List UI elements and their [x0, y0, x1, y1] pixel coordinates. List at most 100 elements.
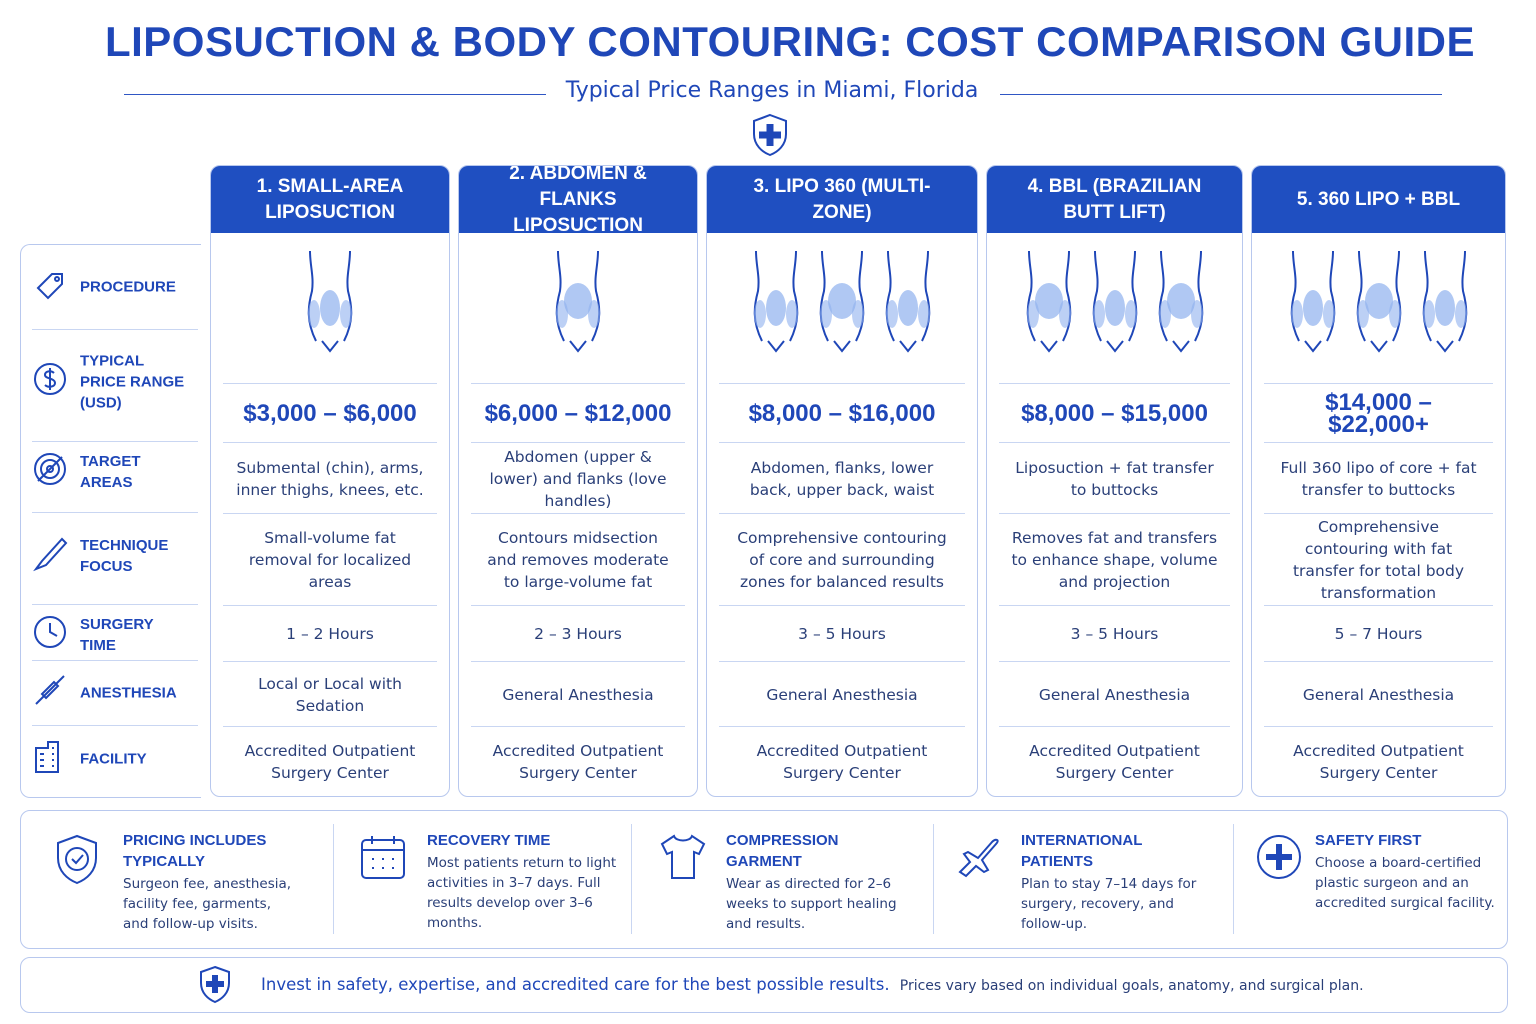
- procedure-column: 2. ABDOMEN & FLANKS LIPOSUCTION $6,000 – …: [458, 165, 698, 797]
- figure: [1026, 250, 1203, 353]
- card-icon: [52, 832, 104, 892]
- card-title: PRICING INCLUDES TYPICALLY: [123, 832, 267, 870]
- card-title: RECOVERY TIME: [427, 832, 551, 849]
- procedure-column: 5. 360 LIPO + BBL $14,000 – $22,000+ Full …: [1251, 165, 1506, 797]
- row-separator: [32, 604, 198, 605]
- footer-note: Prices vary based on individual goals, a…: [899, 978, 1364, 994]
- procedure-column: 3. LIPO 360 (MULTI-ZONE) $8,000 – $16,000…: [706, 165, 978, 797]
- row-label: SURGERY TIME: [80, 616, 154, 654]
- row-label: ANESTHESIA: [80, 684, 177, 702]
- anesthesia-cell: Local or Local with Sedation: [223, 661, 437, 727]
- info-card: INTERNATIONAL PATIENTS Plan to stay 7–14 …: [1021, 830, 1211, 934]
- row-separator: [32, 441, 198, 442]
- row-separator: [32, 660, 198, 661]
- row-label: TYPICAL PRICE RANGE (USD): [80, 352, 185, 412]
- facility-cell: Accredited Outpatient Surgery Center: [223, 726, 437, 796]
- facility-cell: Accredited Outpatient Surgery Center: [1264, 726, 1493, 796]
- technique-cell: Small-volume fat removal for localized a…: [223, 513, 437, 606]
- body-illustration: [1280, 246, 1478, 365]
- row-separator: [32, 725, 198, 726]
- anesthesia-cell: General Anesthesia: [999, 661, 1230, 727]
- card-separator: [631, 824, 632, 934]
- procedure-column: 1. SMALL-AREA LIPOSUCTION $3,000 – $6,000…: [210, 165, 450, 797]
- row-icon: [32, 672, 70, 714]
- row-icon: [32, 266, 70, 308]
- card-text: Wear as directed for 2–6 weeks to suppor…: [726, 876, 897, 932]
- figure: [1290, 250, 1467, 353]
- body-illustration: [1016, 246, 1214, 365]
- time-cell: 1 – 2 Hours: [223, 605, 437, 662]
- card-text: Choose a board-certified plastic surgeon…: [1315, 855, 1495, 911]
- price-cell: $8,000 – $15,000: [999, 383, 1230, 443]
- body-illustration: [297, 246, 363, 365]
- info-card: PRICING INCLUDES TYPICALLY Surgeon fee, a…: [123, 830, 293, 934]
- anesthesia-cell: General Anesthesia: [719, 661, 965, 727]
- card-icon: [358, 832, 410, 892]
- info-panel: [20, 810, 1508, 949]
- row-icon: [32, 361, 70, 403]
- divider: [1000, 94, 1442, 95]
- row-label: TARGET AREAS: [80, 453, 141, 491]
- row-separator: [32, 512, 198, 513]
- body-illustration: [743, 246, 941, 365]
- target-cell: Abdomen, flanks, lower back, upper back,…: [719, 442, 965, 514]
- anesthesia-cell: General Anesthesia: [1264, 661, 1493, 727]
- target-cell: Submental (chin), arms, inner thighs, kn…: [223, 442, 437, 514]
- info-card: SAFETY FIRST Choose a board-certified pla…: [1315, 830, 1505, 913]
- row-separator: [32, 329, 198, 330]
- card-text: Plan to stay 7–14 days for surgery, reco…: [1021, 876, 1197, 932]
- column-header: 5. 360 LIPO + BBL: [1252, 166, 1505, 233]
- card-title: INTERNATIONAL PATIENTS: [1021, 832, 1143, 870]
- anesthesia-cell: General Anesthesia: [471, 661, 685, 727]
- card-icon: [658, 832, 710, 892]
- subtitle: Typical Price Ranges in Miami, Florida: [565, 78, 979, 103]
- row-icon: [32, 451, 70, 493]
- card-separator: [1233, 824, 1234, 934]
- divider: [124, 94, 546, 95]
- facility-cell: Accredited Outpatient Surgery Center: [719, 726, 965, 796]
- technique-cell: Comprehensive contouring with fat transf…: [1264, 513, 1493, 606]
- target-cell: Liposuction + fat transfer to buttocks: [999, 442, 1230, 514]
- card-icon: [956, 832, 1008, 892]
- target-cell: Full 360 lipo of core + fat transfer to …: [1264, 442, 1493, 514]
- figure: [555, 250, 601, 353]
- technique-cell: Contours midsection and removes moderate…: [471, 513, 685, 606]
- target-cell: Abdomen (upper & lower) and flanks (love…: [471, 442, 685, 514]
- time-cell: 3 – 5 Hours: [719, 605, 965, 662]
- shield-icon: [200, 965, 230, 1004]
- price-cell: $3,000 – $6,000: [223, 383, 437, 443]
- column-header: 1. SMALL-AREA LIPOSUCTION: [211, 166, 449, 233]
- time-cell: 2 – 3 Hours: [471, 605, 685, 662]
- column-header: 2. ABDOMEN & FLANKS LIPOSUCTION: [459, 166, 697, 236]
- figure: [307, 250, 353, 353]
- price-cell: $14,000 – $22,000+: [1264, 383, 1493, 443]
- row-icon: [32, 535, 70, 577]
- title: LIPOSUCTION & BODY CONTOURING: COST COMP…: [104, 18, 1476, 65]
- info-card: RECOVERY TIME Most patients return to lig…: [427, 830, 617, 933]
- card-separator: [933, 824, 934, 934]
- footer-main: Invest in safety, expertise, and accredi…: [261, 975, 890, 994]
- time-cell: 5 – 7 Hours: [1264, 605, 1493, 662]
- card-text: Surgeon fee, anesthesia, facility fee, g…: [123, 876, 292, 932]
- info-card: COMPRESSION GARMENT Wear as directed for …: [726, 830, 916, 934]
- card-separator: [333, 824, 334, 934]
- column-header: 3. LIPO 360 (MULTI-ZONE): [707, 166, 977, 233]
- price-cell: $8,000 – $16,000: [719, 383, 965, 443]
- row-icon: [32, 614, 70, 656]
- row-label: PROCEDURE: [80, 278, 176, 296]
- price-cell: $6,000 – $12,000: [471, 383, 685, 443]
- card-text: Most patients return to light activities…: [427, 855, 617, 931]
- technique-cell: Comprehensive contouring of core and sur…: [719, 513, 965, 606]
- footer-text: Invest in safety, expertise, and accredi…: [261, 975, 1364, 994]
- row-icon: [32, 738, 70, 780]
- shield-icon: [753, 113, 787, 157]
- body-illustration: [545, 246, 611, 365]
- card-title: COMPRESSION GARMENT: [726, 832, 839, 870]
- technique-cell: Removes fat and transfers to enhance sha…: [999, 513, 1230, 606]
- figure: [753, 250, 931, 353]
- facility-cell: Accredited Outpatient Surgery Center: [999, 726, 1230, 796]
- procedure-column: 4. BBL (BRAZILIAN BUTT LIFT) $8,000 – $15…: [986, 165, 1243, 797]
- card-icon: [1254, 832, 1306, 892]
- card-title: SAFETY FIRST: [1315, 832, 1422, 849]
